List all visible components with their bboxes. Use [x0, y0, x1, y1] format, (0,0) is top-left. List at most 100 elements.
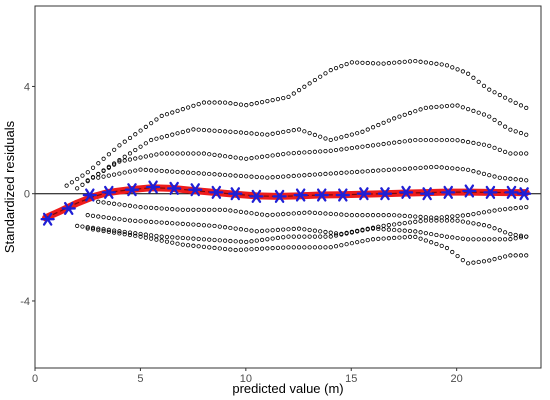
residual-point	[487, 209, 492, 214]
residual-point	[212, 207, 217, 212]
residual-point	[122, 139, 127, 144]
residual-point	[439, 165, 444, 170]
residual-point	[117, 143, 122, 148]
residual-point	[217, 246, 222, 251]
residual-point	[381, 227, 386, 232]
residual-point	[249, 247, 254, 252]
residual-point	[302, 245, 307, 250]
residual-point	[207, 245, 212, 250]
residual-point	[418, 214, 423, 219]
residual-point	[281, 245, 286, 250]
residual-point	[149, 121, 154, 126]
residual-point	[333, 136, 339, 141]
residual-point	[196, 151, 201, 156]
residual-point	[450, 235, 455, 240]
residual-point	[302, 173, 307, 178]
residual-point	[386, 141, 391, 146]
residual-point	[503, 237, 508, 242]
residual-point	[259, 212, 265, 217]
residual-point	[291, 226, 296, 231]
residual-point	[376, 142, 381, 147]
residual-point	[402, 221, 407, 226]
residual-point	[80, 173, 85, 178]
residual-point	[413, 214, 418, 219]
residual-point	[307, 81, 312, 86]
star-stroke	[42, 212, 53, 226]
residual-point	[296, 150, 302, 155]
residual-point	[148, 168, 154, 173]
residual-point	[497, 92, 502, 98]
residual-point	[186, 236, 191, 241]
residual-point	[159, 151, 164, 156]
residual-point	[471, 212, 476, 217]
residual-point	[407, 138, 413, 143]
residual-point	[381, 61, 386, 66]
residual-point	[492, 237, 497, 242]
residual-point	[455, 103, 460, 108]
residual-point	[196, 102, 201, 107]
residual-point	[508, 98, 513, 103]
residual-point	[503, 124, 508, 129]
residual-point	[259, 237, 265, 242]
residual-point	[90, 227, 96, 232]
residual-point	[392, 167, 397, 172]
residual-point	[275, 130, 281, 135]
residual-point	[481, 142, 487, 147]
residual-point	[481, 259, 487, 264]
residual-point	[318, 245, 323, 250]
residual-point	[191, 170, 196, 176]
residual-point	[365, 227, 370, 232]
residual-point	[133, 147, 138, 153]
residual-point	[355, 213, 360, 218]
residual-point	[259, 228, 265, 233]
residual-point	[233, 155, 238, 160]
residual-point	[238, 209, 244, 214]
residual-point	[497, 228, 502, 233]
residual-point	[233, 209, 238, 214]
residual-point	[339, 212, 344, 217]
residual-point	[450, 214, 455, 219]
residual-point	[270, 175, 275, 180]
residual-point	[175, 131, 180, 136]
residual-point	[149, 137, 154, 143]
residual-point	[413, 234, 418, 239]
residual-point	[328, 171, 333, 176]
residual-point	[138, 205, 143, 210]
residual-point	[148, 205, 154, 210]
residual-point	[460, 167, 465, 172]
residual-point	[492, 145, 497, 150]
residual-point	[207, 237, 212, 242]
residual-point	[413, 137, 418, 143]
residual-point	[254, 211, 259, 216]
residual-point	[122, 158, 127, 163]
residual-point	[333, 233, 339, 238]
residual-point	[466, 212, 471, 218]
star-marker	[356, 187, 372, 201]
residual-point	[328, 211, 333, 216]
residual-point	[492, 117, 497, 123]
residual-point	[376, 213, 381, 218]
residual-point	[434, 218, 439, 223]
residual-point	[286, 245, 291, 250]
residual-point	[149, 219, 154, 224]
residual-point	[429, 165, 434, 170]
residual-point	[492, 90, 497, 95]
residual-point	[117, 231, 122, 236]
residual-point	[196, 207, 201, 212]
residual-point	[90, 175, 96, 180]
residual-point	[376, 224, 381, 229]
residual-point	[307, 131, 312, 136]
residual-point	[349, 213, 354, 218]
residual-point	[397, 139, 402, 145]
residual-point	[344, 231, 349, 236]
residual-point	[228, 238, 233, 244]
residual-point	[439, 243, 444, 248]
residual-point	[323, 171, 328, 176]
residual-point	[524, 105, 529, 111]
residual-point	[518, 130, 524, 136]
star-stroke	[230, 187, 241, 201]
residual-point	[386, 227, 391, 232]
residual-point	[518, 103, 524, 108]
residual-point	[233, 101, 238, 107]
residual-point	[106, 173, 111, 178]
